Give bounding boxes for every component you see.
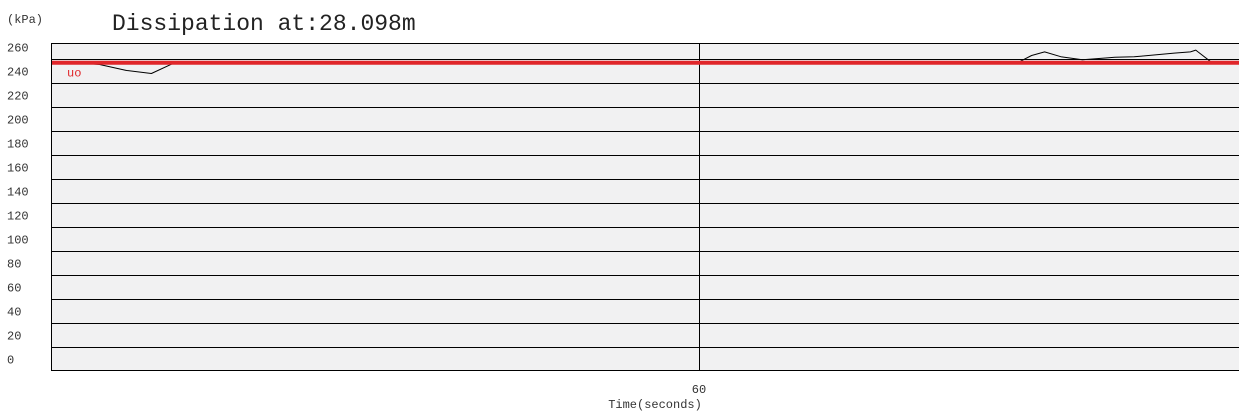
series-line-measured (51, 49, 1239, 74)
y-tick-label-0: 0 (7, 354, 14, 368)
series-label-layer: uo (67, 67, 81, 81)
y-tick-label-100: 100 (7, 234, 29, 248)
y-tick-label-60: 60 (7, 282, 21, 296)
plot-area (51, 43, 1239, 371)
series-label-uo: uo (67, 67, 81, 81)
unit-label: (kPa) (7, 13, 43, 27)
y-tick-label-20: 20 (7, 330, 21, 344)
x-axis-label: Time(seconds) (608, 398, 702, 412)
grid-layer (51, 43, 1239, 371)
y-tick-label-160: 160 (7, 162, 29, 176)
y-tick-labels: 0 20 40 60 80 100 120 140 160 180 200 220 240 260 (7, 42, 29, 368)
y-tick-label-80: 80 (7, 258, 21, 272)
y-tick-label-260: 260 (7, 42, 29, 56)
y-tick-label-140: 140 (7, 186, 29, 200)
chart-title: Dissipation at:28.098m (112, 11, 416, 37)
y-tick-label-120: 120 (7, 210, 29, 224)
series-layer (51, 49, 1239, 74)
y-tick-label-240: 240 (7, 66, 29, 80)
x-tick-labels: 60 (692, 383, 706, 397)
x-tick-label-60: 60 (692, 383, 706, 397)
y-tick-label-40: 40 (7, 306, 21, 320)
y-tick-label-220: 220 (7, 90, 29, 104)
y-tick-label-200: 200 (7, 114, 29, 128)
y-tick-label-180: 180 (7, 138, 29, 152)
